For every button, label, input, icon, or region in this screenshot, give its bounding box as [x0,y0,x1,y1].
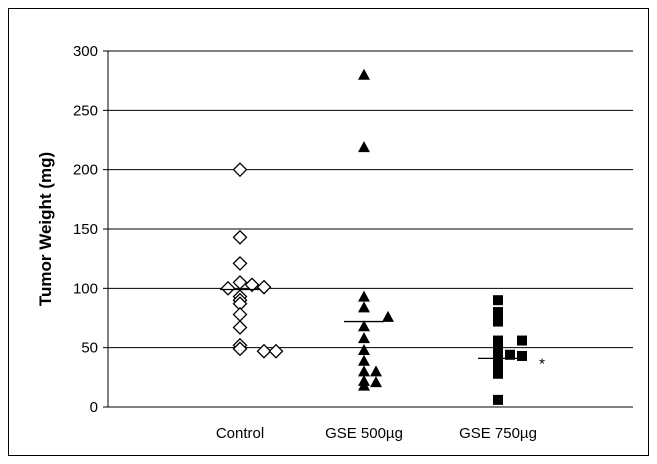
y-axis-ticks: 0 50 100 150 200 250 300 [73,43,108,416]
annotations: * [539,356,545,373]
mean-lines [220,288,518,359]
data-point-square [517,335,527,346]
y-tick-label: 150 [73,221,98,238]
y-tick-label: 200 [73,162,98,179]
data-point-diamond [232,255,248,271]
data-point-triangle [358,379,370,391]
data-point-triangle [358,354,370,366]
data-point-triangle [358,301,370,313]
data-point-square [493,362,503,373]
y-tick-label: 300 [73,43,98,60]
data-point-diamond [244,277,260,293]
data-point-square [493,394,503,405]
chart-frame [8,8,649,456]
data-point-triangle [358,68,370,80]
significance-asterisk: * [539,356,545,373]
data-point-triangle [358,320,370,332]
y-tick-label: 50 [81,340,98,357]
data-point-triangle [370,376,382,388]
y-tick-label: 0 [90,399,98,416]
data-point-square [517,350,527,361]
data-marks [220,68,527,405]
data-point-square [493,350,503,361]
data-point-diamond [256,343,272,359]
x-tick-label: Control [216,425,264,442]
y-axis-label: Tumor Weight (mg) [36,152,55,306]
data-point-triangle [370,365,382,377]
data-point-diamond [220,280,236,296]
data-point-diamond [232,162,248,178]
data-point-diamond [232,274,248,290]
data-point-diamond [232,307,248,322]
x-tick-label: GSE 750µg [459,425,537,442]
data-point-triangle [358,344,370,356]
data-point-triangle [382,310,394,322]
data-point-triangle [358,141,370,153]
data-point-square [493,307,503,318]
data-point-square [505,349,515,360]
data-point-diamond [256,279,272,295]
data-point-diamond [268,343,284,359]
data-point-square [493,335,503,346]
data-point-square [493,295,503,306]
data-point-square [493,368,503,379]
data-point-diamond [232,320,248,335]
data-point-triangle [358,290,370,302]
x-axis-ticks: Control GSE 500µg GSE 750µg [216,425,537,442]
x-tick-label: GSE 500µg [325,425,403,442]
data-point-triangle [358,365,370,377]
data-point-square [493,356,503,367]
data-point-square [493,316,503,327]
axes [107,51,633,408]
data-point-triangle [358,332,370,344]
y-tick-label: 100 [73,280,98,297]
data-point-diamond [232,341,248,357]
y-tick-label: 250 [73,102,98,119]
data-point-diamond [232,229,248,245]
gridlines [108,50,633,349]
